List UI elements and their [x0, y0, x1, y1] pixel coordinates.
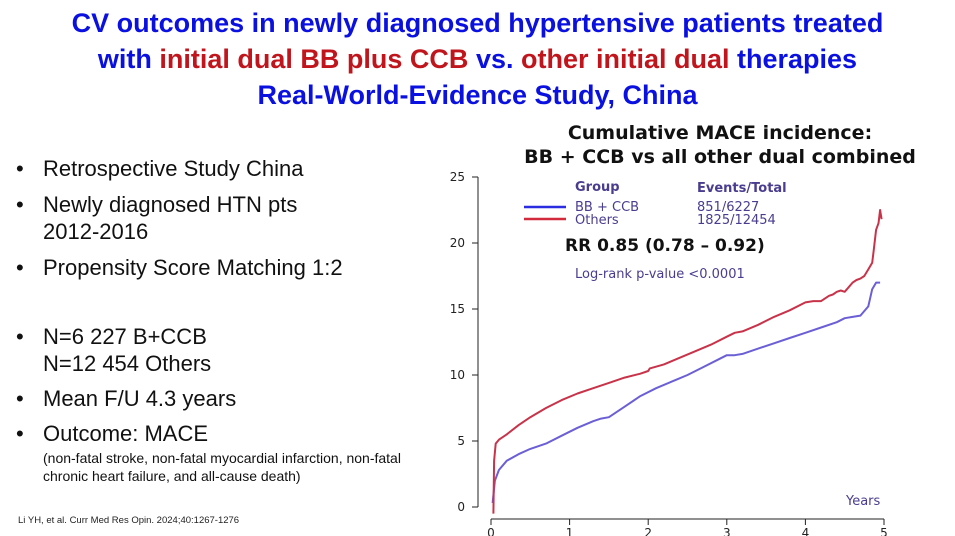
bullet-dot: • [16, 324, 24, 349]
bullet-text: Newly diagnosed HTN pts [43, 192, 298, 217]
x-tick-label: 1 [566, 526, 574, 536]
bullet-item: • Propensity Score Matching 1:2 [14, 254, 434, 281]
series-line-others [492, 209, 883, 514]
slide-title-line3: Real-World-Evidence Study, China [257, 80, 698, 110]
legend-events-others: 1825/12454 [697, 213, 776, 228]
bullet-text: N=6 227 B+CCB [43, 324, 207, 349]
x-tick-label: 3 [723, 526, 731, 536]
legend-events-header: Events/Total [697, 181, 787, 196]
bullet-item: • N=6 227 B+CCB N=12 454 Others [14, 323, 434, 377]
y-tick-label: 20 [450, 236, 465, 250]
reference-citation: Li YH, et al. Curr Med Res Opin. 2024;40… [18, 515, 240, 526]
chart-series [491, 209, 883, 514]
x-tick-label: 5 [880, 526, 888, 536]
bullet-dot: • [16, 421, 24, 446]
bullet-item: • Mean F/U 4.3 years [14, 385, 434, 412]
bullet-dot: • [16, 255, 24, 280]
bullet-text-line2: N=12 454 Others [43, 351, 212, 376]
title-part-with: with [97, 44, 160, 74]
y-tick-label: 25 [450, 170, 465, 184]
pvalue-annotation: Log-rank p-value <0.0001 [575, 267, 745, 282]
legend-group-header: Group [575, 180, 620, 195]
bullet-text: Mean F/U 4.3 years [43, 386, 237, 411]
legend-label-others: Others [575, 213, 619, 228]
series-line-bb-ccb [491, 281, 881, 504]
chart-title-line2: BB + CCB vs all other dual combined [524, 146, 916, 168]
y-tick-label: 15 [450, 302, 465, 316]
bullet-dot: • [16, 192, 24, 217]
x-tick-label: 4 [802, 526, 810, 536]
title-part-bb-ccb: initial dual BB plus CCB [159, 44, 469, 74]
rr-annotation: RR 0.85 (0.78 – 0.92) [565, 236, 765, 256]
y-tick-label: 10 [450, 368, 465, 382]
bullet-text: Outcome: MACE [43, 421, 209, 446]
bullet-item: • Outcome: MACE (non-fatal stroke, non-f… [14, 420, 434, 485]
y-tick-label: 0 [457, 500, 465, 514]
bullet-dot: • [16, 386, 24, 411]
title-part-other-dual: other initial dual [520, 44, 730, 74]
bullet-item: • Newly diagnosed HTN pts 2012-2016 [14, 191, 434, 245]
x-tick-label: 0 [487, 526, 495, 536]
slide-title-line1: CV outcomes in newly diagnosed hypertens… [71, 8, 884, 38]
x-axis-label: Years [845, 494, 881, 509]
x-tick-label: 2 [644, 526, 652, 536]
bullet-text-line2: 2012-2016 [43, 219, 149, 244]
bullet-text: Retrospective Study China [43, 156, 304, 181]
slide-title-line2: with initial dual BB plus CCB vs. other … [0, 42, 955, 76]
title-part-therapies: therapies [729, 44, 858, 74]
y-tick-label: 5 [457, 434, 465, 448]
legend-events-bb-ccb: 851/6227 [697, 200, 759, 215]
bullet-list: • Retrospective Study China • Newly diag… [14, 155, 434, 485]
title-part-vs: vs. [468, 44, 521, 74]
bullet-dot: • [16, 156, 24, 181]
bullet-text: Propensity Score Matching 1:2 [43, 255, 343, 280]
bullet-subtext: (non-fatal stroke, non-fatal myocardial … [43, 450, 401, 484]
bullet-item: • Retrospective Study China [14, 155, 434, 182]
legend-label-bb-ccb: BB + CCB [575, 200, 639, 215]
chart-title-line1: Cumulative MACE incidence: [567, 122, 873, 144]
chart-legend: Group Events/Total BB + CCB Others 851/6… [524, 180, 787, 228]
chart-axes: 0 5 10 15 20 25 0 1 2 3 4 5 [450, 170, 888, 536]
